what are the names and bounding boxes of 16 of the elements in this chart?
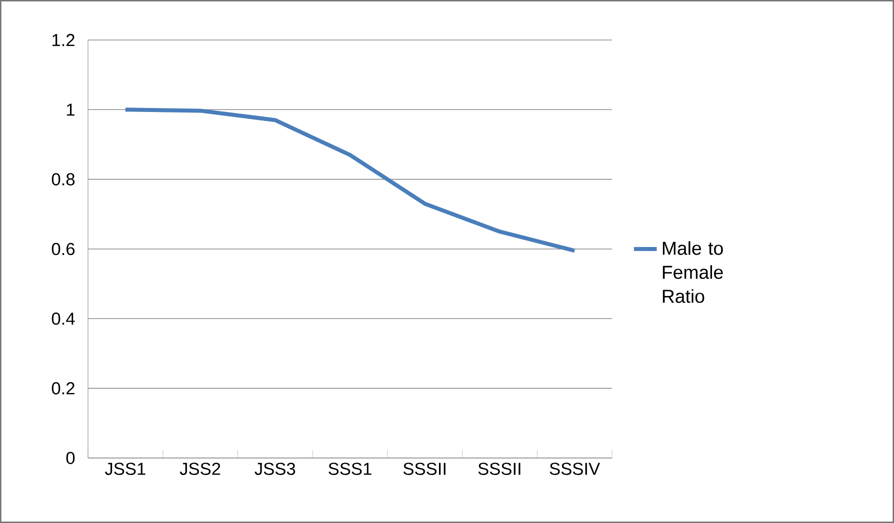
y-tick-label: 0.4: [52, 312, 75, 325]
y-tick-label: 0.6: [52, 242, 75, 256]
y-tick-label: 0.2: [52, 382, 74, 394]
y-tick-label: 0.8: [52, 173, 75, 186]
line-series: [123, 108, 577, 253]
x-tick-label: SSSII: [478, 462, 520, 475]
x-tick-label: SSSIV: [550, 462, 600, 475]
legend-label: Male to Female Ratio: [662, 241, 723, 303]
x-tick-label: JSS2: [180, 462, 220, 475]
y-tick-label: 0: [66, 452, 75, 464]
y-tick-label: 1: [66, 104, 74, 116]
x-tick-label: JSS3: [254, 462, 296, 475]
x-tick-label: SSS1: [328, 462, 372, 475]
x-tick-label: SSSII: [403, 462, 446, 475]
y-tick-label: 1.2: [52, 34, 74, 46]
x-tick-label: JSS1: [104, 462, 146, 475]
